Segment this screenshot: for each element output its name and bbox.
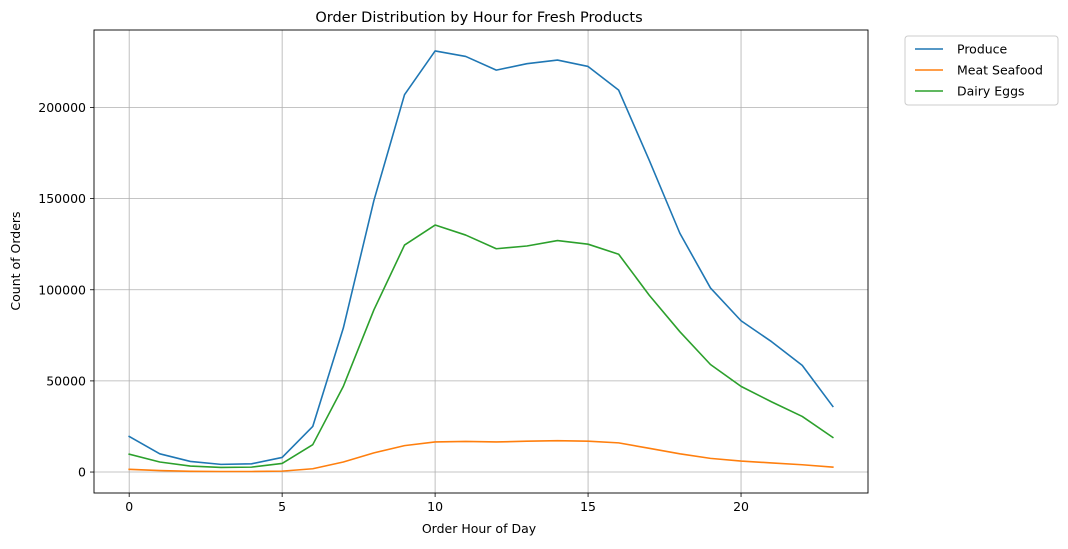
legend-label-meat-seafood: Meat Seafood	[957, 63, 1043, 78]
y-tick-label: 0	[78, 465, 86, 480]
y-tick-label: 150000	[38, 191, 86, 206]
grid	[94, 30, 868, 493]
x-tick-label: 5	[278, 499, 286, 514]
x-tick-label: 10	[427, 499, 443, 514]
x-axis-label: Order Hour of Day	[422, 521, 537, 536]
series-line-produce	[129, 51, 833, 464]
plot-area-frame	[94, 30, 868, 493]
y-axis-ticks: 0 50000 100000 150000 200000	[38, 100, 94, 480]
chart-title: Order Distribution by Hour for Fresh Pro…	[315, 10, 642, 26]
y-axis-label: Count of Orders	[8, 211, 23, 310]
y-tick-label: 50000	[46, 373, 86, 388]
legend-label-produce: Produce	[957, 42, 1008, 57]
x-tick-label: 0	[125, 499, 133, 514]
series-line-dairy-eggs	[129, 225, 833, 467]
x-axis-ticks: 0 5 10 15 20	[125, 493, 749, 514]
x-tick-label: 15	[580, 499, 596, 514]
y-tick-label: 100000	[38, 282, 86, 297]
legend: Produce Meat Seafood Dairy Eggs	[905, 36, 1058, 105]
y-tick-label: 200000	[38, 100, 86, 115]
series-lines	[129, 51, 833, 472]
legend-label-dairy-eggs: Dairy Eggs	[957, 84, 1025, 99]
x-tick-label: 20	[733, 499, 749, 514]
